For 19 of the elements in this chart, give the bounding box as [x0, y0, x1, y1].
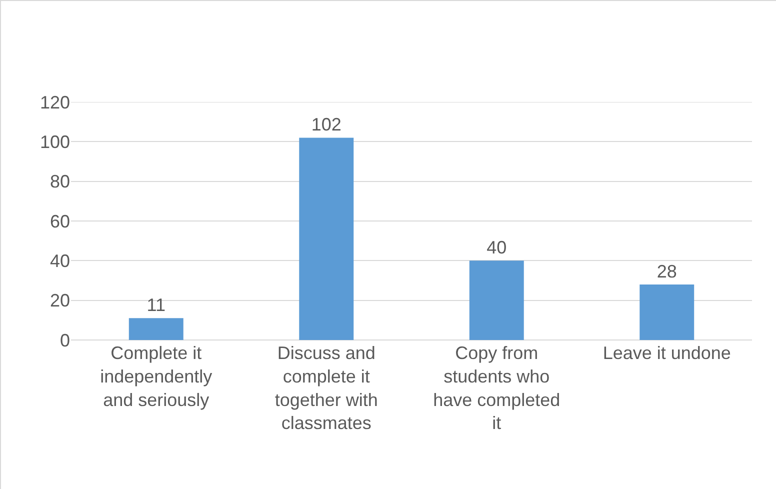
bar	[299, 138, 354, 340]
data-label: 102	[311, 114, 342, 135]
y-tick-label: 100	[40, 132, 70, 152]
data-label: 28	[656, 261, 677, 282]
bar	[128, 318, 184, 340]
y-tick-label: 20	[50, 290, 70, 311]
y-tick-label: 0	[60, 330, 70, 350]
y-tick-label: 60	[50, 211, 70, 232]
bar	[469, 260, 524, 340]
y-tick-label: 80	[50, 172, 70, 192]
data-label: 40	[486, 238, 507, 258]
y-tick-label: 120	[40, 92, 70, 112]
bar	[640, 284, 694, 340]
x-tick-label: Copy from students who have completed it	[433, 343, 560, 434]
data-label: 11	[146, 295, 166, 316]
x-tick-label: Complete it independently and seriously	[100, 343, 212, 410]
x-tick-label: Leave it undone	[602, 343, 731, 363]
y-tick-label: 40	[50, 250, 70, 271]
x-tick-label: Discuss and complete it together with classmates	[274, 343, 378, 434]
